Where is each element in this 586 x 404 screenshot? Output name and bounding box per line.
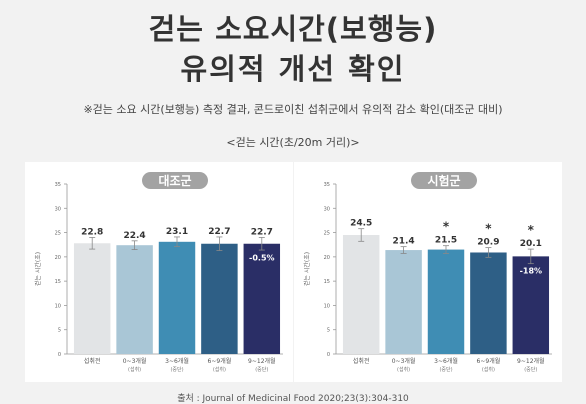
significance-marker: * — [443, 220, 450, 234]
y-tick-label: 0 — [58, 352, 61, 358]
value-label: 24.5 — [350, 219, 372, 229]
y-tick-label: 35 — [55, 182, 61, 188]
x-tick-sublabel: (섭취) — [397, 366, 410, 373]
chart-title: 대조군 — [158, 174, 191, 188]
x-tick-sublabel: (중단) — [439, 366, 452, 373]
x-tick-sublabel: (중단) — [170, 366, 183, 373]
y-tick-label: 25 — [324, 231, 330, 237]
bar — [470, 252, 507, 354]
y-tick-label: 15 — [324, 279, 330, 285]
bar — [243, 243, 281, 354]
x-tick-label: 3~6개월 — [165, 357, 189, 365]
bar — [427, 249, 465, 354]
bar-chart: 시험군 0 5 10 15 20 25 30 35 걷는 시간(초) 24.5 섭취전 21.4 0~3개… — [303, 172, 552, 373]
x-tick-label: 6~9개월 — [477, 357, 501, 365]
bar — [385, 250, 422, 354]
bar — [73, 243, 111, 354]
value-label: 21.5 — [435, 236, 457, 246]
chart-title: 시험군 — [427, 173, 460, 188]
page-title-line-2: 유의적 개선 확인 — [180, 52, 406, 86]
y-tick-label: 30 — [324, 206, 330, 212]
control-group-chart-panel: 대조군 0 5 10 15 20 25 30 35 걷는 시간(초) 22.8 섭취전 22.4 0~3개… — [25, 162, 293, 382]
value-label: 21.4 — [392, 237, 414, 247]
significance-marker: * — [485, 222, 492, 236]
change-percent-label: -18% — [520, 266, 542, 275]
y-axis-label: 걷는 시간(초) — [34, 252, 42, 286]
x-tick-sublabel: (섭취) — [482, 366, 495, 373]
chart-title-pill — [142, 172, 208, 189]
bar — [201, 243, 238, 354]
x-tick-label: 9~12개월 — [517, 357, 545, 365]
y-tick-label: 10 — [324, 303, 330, 309]
y-tick-label: 10 — [55, 303, 61, 309]
source-footnote: 출처 : Journal of Medicinal Food 2020;23(3… — [177, 394, 409, 404]
y-tick-label: 5 — [58, 328, 61, 334]
chart-title-pill — [411, 172, 477, 189]
bar — [158, 241, 196, 354]
x-tick-label: 3~6개월 — [434, 357, 458, 365]
x-tick-label: 섭취전 — [84, 357, 101, 365]
significance-marker: * — [528, 223, 535, 237]
x-tick-label: 섭취전 — [353, 357, 370, 365]
x-tick-label: 0~3개월 — [392, 357, 416, 365]
y-tick-label: 35 — [324, 182, 330, 188]
page-title-line-1: 걷는 소요시간(보행능) — [148, 12, 438, 46]
x-tick-label: 9~12개월 — [248, 357, 276, 365]
bar — [512, 256, 550, 354]
x-tick-sublabel: (섭취) — [128, 366, 141, 373]
y-tick-label: 20 — [324, 255, 330, 261]
y-tick-label: 25 — [55, 231, 61, 237]
value-label: 22.7 — [251, 227, 273, 237]
value-label: 20.1 — [520, 239, 542, 249]
value-label: 22.4 — [123, 231, 145, 241]
y-tick-label: 20 — [55, 255, 61, 261]
value-label: 20.9 — [477, 238, 499, 248]
y-tick-label: 0 — [327, 352, 330, 358]
result-note: ※걷는 소요 시간(보행능) 측정 결과, 콘드로이친 섭취군에서 유의적 감소… — [83, 103, 503, 116]
y-tick-label: 30 — [55, 206, 61, 212]
x-tick-label: 6~9개월 — [208, 357, 232, 365]
test-group-chart-panel: 시험군 0 5 10 15 20 25 30 35 걷는 시간(초) 24.5 섭취전 21.4 0~3개… — [294, 162, 562, 382]
bar — [342, 235, 380, 354]
bar-chart: 대조군 0 5 10 15 20 25 30 35 걷는 시간(초) 22.8 섭취전 22.4 0~3개… — [34, 172, 283, 373]
bar — [116, 245, 153, 354]
value-label: 22.8 — [81, 227, 103, 237]
value-label: 23.1 — [166, 227, 188, 237]
value-label: 22.7 — [208, 227, 230, 237]
x-tick-sublabel: (중단) — [255, 366, 268, 373]
y-tick-label: 5 — [327, 328, 330, 334]
y-tick-label: 15 — [55, 279, 61, 285]
x-tick-label: 0~3개월 — [123, 357, 147, 365]
y-axis-label: 걷는 시간(초) — [303, 252, 311, 286]
measurement-unit-label: <걷는 시간(초/20m 거리)> — [226, 136, 360, 149]
x-tick-sublabel: (섭취) — [213, 366, 226, 373]
x-tick-sublabel: (중단) — [524, 366, 537, 373]
change-percent-label: -0.5% — [249, 254, 275, 263]
